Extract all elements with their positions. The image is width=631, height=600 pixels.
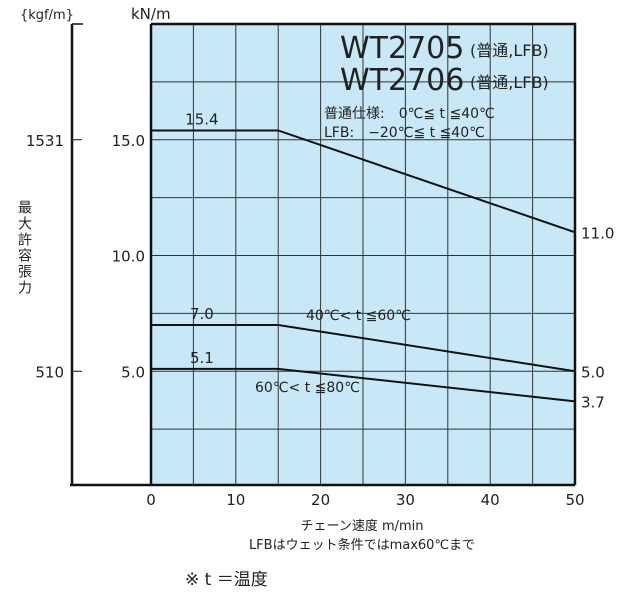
plot-frame — [149, 22, 577, 485]
y-tick-label: 5.0 — [121, 363, 145, 381]
series-line — [151, 323, 576, 373]
x-axis-label: チェーン速度 m/min — [300, 518, 423, 534]
y-tick-label: 10.0 — [112, 248, 145, 266]
condition-text: LFB: −20℃≦ t ≦40℃ — [324, 125, 485, 141]
chart-title-model: WT2706 — [340, 63, 464, 98]
x-tick-label: 0 — [146, 491, 156, 509]
series-start-label: 15.4 — [185, 110, 218, 128]
chart-title-suffix: (普通,LFB) — [470, 73, 549, 92]
x-axis-note: LFBはウェット条件ではmax60℃まで — [249, 537, 475, 553]
series-start-label: 7.0 — [190, 305, 214, 323]
y-tick-label: 15.0 — [112, 132, 145, 150]
series-end-label: 3.7 — [581, 393, 605, 411]
y-unit-label: kN/m — [131, 5, 171, 23]
y-axis-label: 最大許容張力 — [16, 200, 32, 296]
series-annotation: 60℃< t ≦80℃ — [255, 380, 360, 396]
series-annotation: 40℃< t ≦60℃ — [306, 308, 411, 324]
x-tick-label: 50 — [565, 491, 584, 509]
series-end-label: 5.0 — [581, 363, 605, 381]
series-line — [151, 367, 576, 403]
series-start-label: 5.1 — [190, 349, 214, 367]
y2-unit-label: {kgf/m} — [20, 8, 74, 23]
condition-text: 普通仕様: 0℃≦ t ≦40℃ — [324, 106, 495, 122]
x-tick-label: 10 — [226, 491, 245, 509]
chart-title-suffix: (普通,LFB) — [470, 41, 549, 60]
x-tick-label: 30 — [396, 491, 415, 509]
series-end-label: 11.0 — [581, 224, 614, 242]
y2-tick-label: 510 — [35, 363, 64, 381]
series-line — [151, 129, 576, 234]
footnote: ※ t ＝温度 — [185, 570, 268, 590]
x-tick-label: 40 — [481, 491, 500, 509]
x-tick-label: 20 — [311, 491, 330, 509]
chart-title-model: WT2705 — [340, 31, 464, 66]
y2-tick-label: 1531 — [26, 132, 64, 150]
